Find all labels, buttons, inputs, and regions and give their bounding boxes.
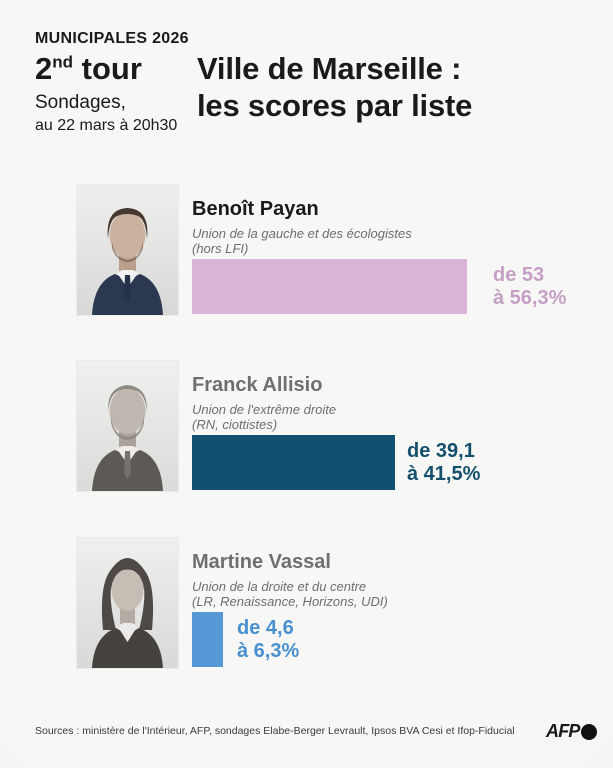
- affiliation-line1: Union de l'extrême droite: [192, 402, 337, 417]
- round-number: 2: [35, 51, 53, 86]
- score-range-low: de 53: [493, 264, 545, 286]
- page-title-line1: Ville de Marseille :: [197, 51, 462, 86]
- affiliation-line2: (hors LFI): [192, 241, 249, 256]
- candidate-row-allisio: Franck Allisio Union de l'extrême droite…: [0, 361, 613, 506]
- candidate-row-payan: Benoît Payan Union de la gauche et des é…: [0, 185, 613, 330]
- candidate-photo: [77, 185, 178, 315]
- score-range-low: de 4,6: [237, 617, 294, 639]
- affiliation-line1: Union de la droite et du centre: [192, 579, 367, 594]
- score-range: de 4,6 à 6,3%: [237, 617, 299, 663]
- round-label: 2nd tour: [35, 53, 189, 84]
- sources-note: Sources : ministère de l'Intérieur, AFP,…: [35, 725, 515, 737]
- affiliation-line1: Union de la gauche et des écologistes: [192, 226, 412, 241]
- page-title-line2: les scores par liste: [197, 88, 473, 123]
- candidate-name: Martine Vassal: [192, 551, 331, 573]
- round-word: tour: [81, 51, 142, 86]
- polls-date: au 22 mars à 20h30: [35, 117, 178, 134]
- affiliation-line2: (LR, Renaissance, Horizons, UDI): [192, 594, 388, 609]
- candidate-photo: [77, 538, 178, 668]
- candidate-name: Franck Allisio: [192, 374, 323, 396]
- afp-logo: AFP: [546, 721, 597, 742]
- score-range: de 53 à 56,3%: [493, 264, 566, 310]
- candidate-affiliation: Union de la gauche et des écologistes (h…: [192, 226, 412, 256]
- score-range-high: à 6,3%: [237, 640, 300, 662]
- candidate-affiliation: Union de l'extrême droite (RN, ciottiste…: [192, 402, 336, 432]
- score-range-low: de 39,1: [407, 440, 475, 462]
- candidate-row-vassal: Martine Vassal Union de la droite et du …: [0, 538, 613, 683]
- header-block: MUNICIPALES 2026 2nd tour Sondages, au 2…: [35, 30, 189, 135]
- score-bar: [192, 259, 467, 314]
- candidate-affiliation: Union de la droite et du centre (LR, Ren…: [192, 579, 388, 609]
- afp-logo-text: AFP: [546, 721, 580, 741]
- candidate-photo: [77, 361, 178, 491]
- candidate-name: Benoît Payan: [192, 198, 319, 220]
- kicker: MUNICIPALES 2026: [35, 30, 189, 47]
- score-bar: [192, 612, 223, 667]
- page-title: Ville de Marseille : les scores par list…: [197, 50, 472, 124]
- score-range-high: à 41,5%: [407, 463, 481, 485]
- polls-label: Sondages,: [35, 92, 126, 113]
- afp-logo-dot-icon: [580, 723, 597, 740]
- score-bar: [192, 435, 395, 490]
- score-range: de 39,1 à 41,5%: [407, 440, 480, 486]
- score-range-high: à 56,3%: [493, 287, 567, 309]
- round-ordinal-suffix: nd: [52, 52, 74, 72]
- affiliation-line2: (RN, ciottistes): [192, 417, 278, 432]
